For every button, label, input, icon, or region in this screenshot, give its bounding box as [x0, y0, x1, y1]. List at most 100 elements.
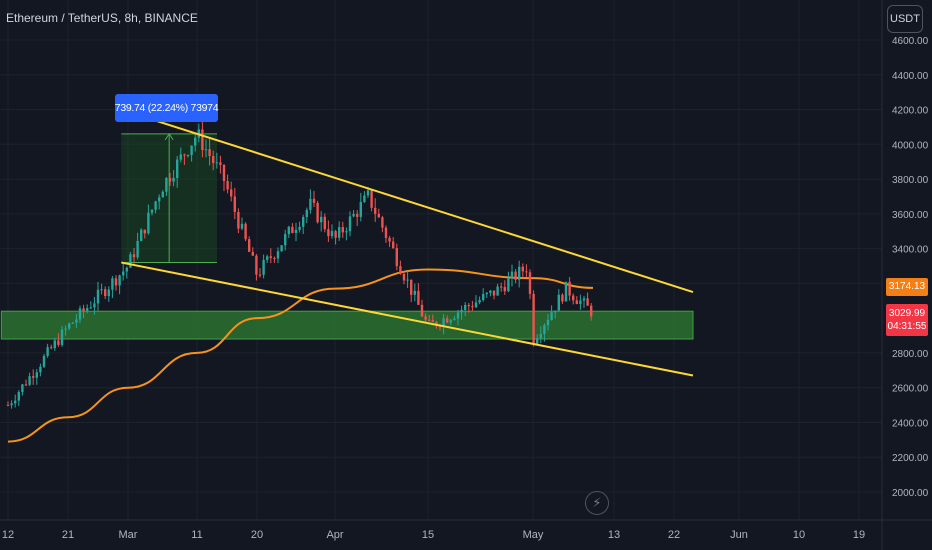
candle-body [28, 376, 31, 385]
candle-body [147, 212, 150, 234]
candle-body [348, 216, 352, 232]
candle-body [316, 202, 319, 223]
candle-body [132, 254, 136, 258]
candle-body [474, 302, 478, 308]
candle-body [273, 257, 276, 259]
candle-body [582, 298, 586, 301]
candle-body [334, 231, 337, 238]
candle-body [305, 209, 308, 218]
candle-body [269, 256, 272, 258]
candle-body [179, 154, 182, 160]
candle-body [518, 266, 521, 280]
candle-body [323, 216, 326, 230]
candle-body [219, 162, 222, 165]
candle-body [302, 217, 305, 227]
candle-body [464, 305, 467, 310]
candle-body [420, 304, 424, 317]
candle-body [374, 207, 377, 214]
y-tick-label: 4600.00 [892, 36, 929, 47]
candle-body [406, 279, 409, 281]
candle-body [129, 254, 132, 268]
candle-body [251, 251, 254, 256]
candle-body [194, 137, 197, 146]
candle-body [183, 154, 186, 156]
currency-button[interactable]: USDT [887, 5, 923, 33]
candle-body [75, 319, 78, 323]
x-tick-label: 11 [191, 529, 202, 541]
candle-body [208, 149, 211, 156]
candle-body [6, 405, 10, 407]
y-tick-label: 2800.00 [892, 349, 929, 360]
candle-body [136, 240, 139, 258]
candle-body [114, 278, 118, 286]
candle-body [42, 355, 46, 367]
y-tick-label: 2200.00 [892, 453, 929, 464]
candle-body [586, 298, 589, 306]
moving-average-line [7, 268, 594, 443]
candle-body [399, 266, 402, 274]
candle-body [111, 278, 114, 290]
candle-body [230, 189, 233, 197]
symbol-title[interactable]: Ethereum / TetherUS, 8h, BINANCE [6, 11, 198, 25]
candle-body [521, 266, 524, 272]
candle-body [244, 223, 247, 240]
candle-body [428, 319, 431, 321]
candle-body [539, 333, 542, 339]
candle-body [496, 286, 499, 296]
candle-body [284, 234, 287, 246]
lightning-icon[interactable]: ⚡︎ [585, 491, 609, 515]
candle-body [17, 392, 20, 401]
x-tick-label: Mar [119, 529, 138, 541]
candle-body [395, 248, 398, 267]
candle-body [446, 318, 449, 323]
candle-body [104, 289, 107, 297]
y-tick-label: 4200.00 [892, 106, 929, 117]
candle-body [424, 316, 427, 320]
candle-body [262, 259, 265, 275]
candle-body [320, 216, 323, 223]
candle-body [64, 328, 67, 330]
candle-body [24, 384, 28, 386]
candle-body [330, 231, 334, 237]
x-tick-label: 19 [853, 529, 865, 541]
candle-body [294, 229, 298, 234]
candle-body [298, 226, 301, 230]
candle-body [107, 289, 110, 297]
candle-body [21, 384, 24, 393]
candle-body [485, 292, 488, 295]
candle-body [366, 190, 370, 196]
candle-body [255, 255, 258, 275]
y-tick-label: 2400.00 [892, 418, 929, 429]
candle-body [201, 129, 204, 151]
candle-body [168, 177, 172, 182]
candle-body [377, 213, 380, 218]
candle-body [14, 400, 17, 404]
candle-body [86, 308, 89, 312]
candle-body [212, 155, 215, 163]
candle-body [492, 290, 496, 296]
candle-body [291, 226, 294, 234]
candle-body [388, 237, 391, 242]
candle-body [341, 227, 344, 233]
candle-body [312, 198, 316, 203]
trendline-lower [121, 261, 694, 377]
support-zone-layer [0, 310, 694, 340]
candle-body [150, 209, 154, 213]
candle-body [161, 191, 164, 198]
candle-body [514, 271, 517, 280]
x-tick-label: Jun [730, 529, 748, 541]
candle-body [118, 275, 121, 286]
candle-body [478, 299, 481, 303]
candle-body [233, 196, 236, 212]
candle-body [564, 281, 568, 302]
candle-body [125, 267, 128, 272]
x-tick-label: May [523, 529, 544, 541]
candle-body [370, 190, 373, 208]
y-tick-label: 2000.00 [892, 488, 929, 499]
candle-body [557, 294, 560, 311]
candle-body [50, 347, 53, 349]
candle-body [165, 177, 168, 192]
candle-body [32, 376, 35, 378]
x-tick-label: 22 [668, 529, 680, 541]
